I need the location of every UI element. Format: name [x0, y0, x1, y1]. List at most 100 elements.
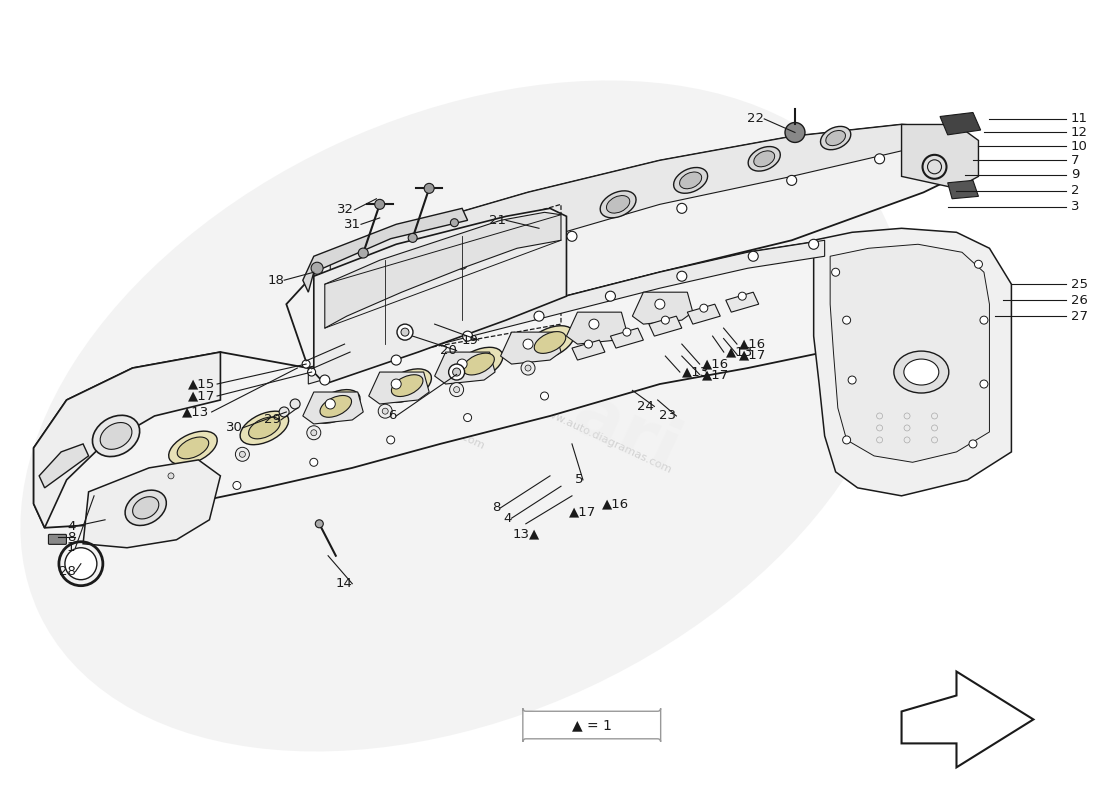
Text: www.auto.diagramas.com: www.auto.diagramas.com: [537, 405, 673, 475]
Circle shape: [975, 260, 982, 268]
Text: Ferrari: Ferrari: [410, 310, 690, 490]
Ellipse shape: [21, 81, 904, 751]
Circle shape: [786, 175, 796, 186]
Circle shape: [463, 331, 473, 341]
Text: 18: 18: [267, 274, 284, 286]
Polygon shape: [308, 240, 825, 384]
Circle shape: [279, 407, 289, 417]
Circle shape: [458, 259, 468, 270]
Circle shape: [316, 520, 323, 528]
Polygon shape: [726, 292, 759, 312]
Text: 27: 27: [1070, 310, 1088, 322]
Circle shape: [387, 436, 395, 444]
Text: 22: 22: [747, 112, 764, 126]
Circle shape: [164, 469, 178, 483]
Circle shape: [848, 376, 856, 384]
Circle shape: [843, 316, 850, 324]
Circle shape: [302, 360, 310, 368]
Circle shape: [525, 365, 531, 371]
Circle shape: [584, 340, 593, 348]
Circle shape: [425, 183, 435, 194]
Ellipse shape: [177, 437, 209, 459]
Polygon shape: [902, 125, 979, 188]
Text: 28: 28: [58, 566, 76, 578]
Text: 19: 19: [462, 334, 478, 346]
Text: 26: 26: [1070, 294, 1088, 306]
Text: ▲ = 1: ▲ = 1: [572, 718, 612, 732]
Circle shape: [397, 324, 412, 340]
Polygon shape: [688, 304, 720, 324]
Circle shape: [808, 239, 818, 250]
Circle shape: [588, 319, 598, 329]
Circle shape: [65, 548, 97, 580]
Text: 5: 5: [574, 474, 583, 486]
Text: ▲13: ▲13: [682, 366, 710, 378]
Circle shape: [522, 339, 534, 349]
Text: 8: 8: [67, 531, 76, 544]
Circle shape: [661, 316, 669, 324]
Polygon shape: [566, 312, 627, 344]
Circle shape: [311, 262, 323, 274]
Circle shape: [235, 447, 250, 462]
Ellipse shape: [463, 353, 494, 375]
Circle shape: [290, 399, 300, 409]
Polygon shape: [302, 392, 363, 424]
Text: ▲15: ▲15: [188, 378, 214, 390]
Text: 21: 21: [490, 214, 506, 227]
Ellipse shape: [526, 326, 574, 359]
Text: ▲17: ▲17: [188, 390, 214, 402]
Circle shape: [980, 316, 988, 324]
Circle shape: [375, 199, 385, 210]
Ellipse shape: [311, 390, 360, 423]
Polygon shape: [40, 444, 89, 488]
Ellipse shape: [531, 218, 558, 238]
Circle shape: [785, 122, 805, 142]
Circle shape: [566, 231, 578, 242]
Ellipse shape: [392, 374, 424, 397]
Text: 2: 2: [1070, 184, 1079, 198]
Polygon shape: [830, 244, 989, 462]
Ellipse shape: [525, 214, 564, 243]
Circle shape: [458, 359, 468, 369]
Polygon shape: [814, 228, 1011, 496]
Text: 20: 20: [440, 344, 456, 357]
Ellipse shape: [748, 146, 780, 171]
Circle shape: [534, 311, 544, 321]
Text: 32: 32: [338, 203, 354, 217]
Circle shape: [370, 287, 379, 297]
Ellipse shape: [240, 411, 288, 445]
Polygon shape: [902, 671, 1033, 767]
Polygon shape: [500, 332, 561, 364]
Text: ▲13: ▲13: [183, 406, 209, 418]
Ellipse shape: [133, 497, 158, 519]
Text: 4: 4: [503, 512, 512, 525]
Polygon shape: [948, 180, 979, 198]
FancyBboxPatch shape: [522, 708, 661, 742]
Circle shape: [832, 268, 839, 276]
FancyBboxPatch shape: [48, 534, 66, 544]
Text: 25: 25: [1070, 278, 1088, 290]
Text: 24: 24: [638, 400, 654, 413]
Circle shape: [156, 504, 164, 512]
Ellipse shape: [821, 126, 850, 150]
Circle shape: [233, 482, 241, 490]
Circle shape: [307, 426, 321, 440]
Polygon shape: [434, 352, 495, 384]
Circle shape: [969, 440, 977, 448]
Polygon shape: [572, 340, 605, 360]
Polygon shape: [34, 240, 825, 528]
Polygon shape: [302, 208, 468, 292]
Polygon shape: [649, 316, 682, 336]
Text: ▲16: ▲16: [702, 358, 728, 370]
Ellipse shape: [673, 167, 707, 194]
Ellipse shape: [904, 359, 938, 385]
Text: 29: 29: [264, 414, 280, 426]
Text: ▲17: ▲17: [570, 506, 596, 518]
Text: ▲17: ▲17: [739, 348, 767, 361]
Circle shape: [452, 368, 461, 376]
Text: 23: 23: [659, 410, 676, 422]
Ellipse shape: [894, 351, 949, 393]
Circle shape: [402, 328, 409, 336]
Text: 31: 31: [344, 218, 361, 231]
Circle shape: [874, 154, 884, 164]
